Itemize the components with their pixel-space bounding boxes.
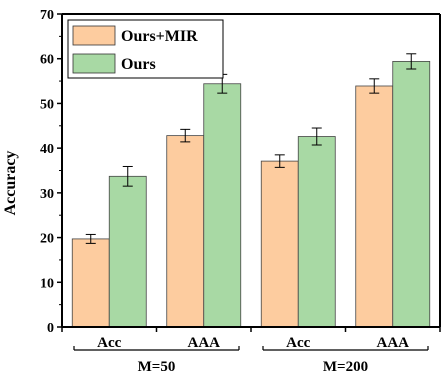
legend: Ours+MIR Ours [67, 19, 224, 79]
y-tick-label: 0 [47, 321, 54, 336]
bar-ours-2 [297, 136, 336, 328]
error-bar-ours-mir-1 [180, 128, 191, 143]
y-tick-label: 50 [40, 97, 54, 112]
bar-ours-0 [108, 175, 147, 328]
bars-layer [71, 60, 431, 328]
group-label: M=50 [138, 359, 176, 375]
error-bar-ours-3 [406, 53, 417, 70]
legend-swatch-ours [72, 53, 116, 74]
y-tick-label: 40 [40, 142, 54, 157]
bar-ours-mir-1 [166, 135, 205, 328]
errorbars-layer [85, 53, 417, 244]
bar-ours-mir-2 [260, 160, 299, 328]
error-bar-ours-mir-3 [369, 78, 380, 94]
bar-ours-3 [392, 60, 431, 328]
bar-ours-mir-0 [71, 238, 110, 328]
error-bar-ours-mir-2 [274, 154, 285, 168]
group-label: M=200 [323, 359, 368, 375]
x-category-label: AAA [377, 335, 410, 351]
bar-ours-1 [203, 83, 242, 328]
group-bracket [262, 346, 429, 351]
x-category-label: Acc [286, 335, 310, 351]
y-tick-label: 30 [40, 187, 54, 202]
legend-swatch-ours-mir [72, 25, 116, 46]
y-tick-label: 60 [40, 53, 54, 68]
y-axis-title-group: Accuracy [2, 151, 19, 216]
error-bar-ours-mir-0 [85, 233, 96, 244]
group-bracket [73, 346, 240, 351]
legend-label-ours-mir: Ours+MIR [121, 28, 198, 45]
y-tick-label: 20 [40, 232, 54, 247]
error-bar-ours-0 [122, 165, 133, 187]
axes-layer: 0 10 20 30 40 50 60 70 Acc AAA Acc AAA M=50 M=200 [40, 8, 441, 375]
x-category-label: AAA [188, 335, 221, 351]
y-tick-label: 10 [40, 276, 54, 291]
y-axis-title: Accuracy [2, 151, 19, 216]
y-tick-label: 70 [40, 8, 54, 23]
legend-label-ours: Ours [121, 56, 156, 73]
bar-ours-mir-3 [355, 85, 394, 328]
error-bar-ours-2 [311, 127, 322, 146]
x-category-label: Acc [97, 335, 121, 351]
